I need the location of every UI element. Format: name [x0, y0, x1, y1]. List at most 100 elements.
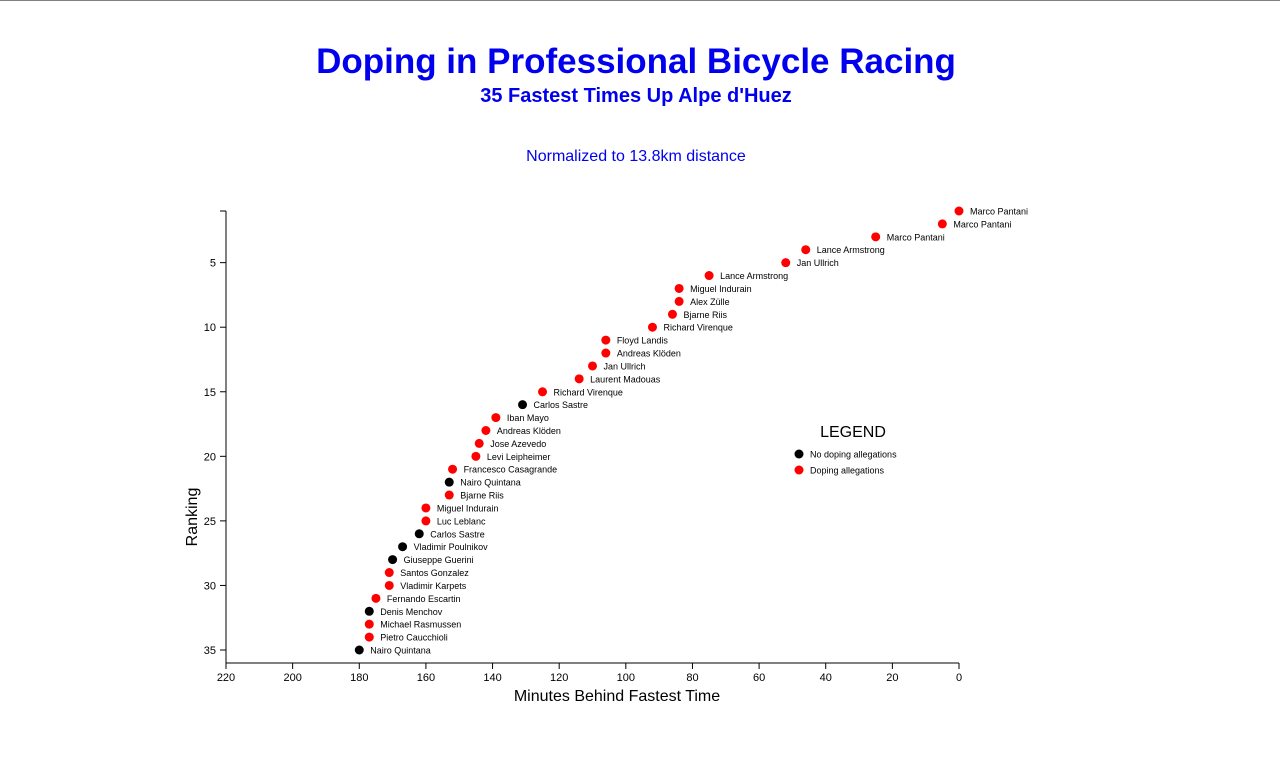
point-doping[interactable]	[371, 593, 381, 603]
x-tick-label: 140	[483, 672, 501, 684]
point-no-doping[interactable]	[354, 645, 364, 655]
legend-item-label: No doping allegations	[810, 450, 897, 460]
legend-item-label: Doping allegations	[810, 466, 885, 476]
point-label: Lance Armstrong	[817, 245, 885, 255]
point-doping[interactable]	[588, 361, 597, 371]
x-tick-label: 100	[617, 672, 635, 684]
point-label: Lance Armstrong	[720, 271, 788, 281]
point-doping[interactable]	[954, 206, 964, 216]
point-label: Miguel Indurain	[690, 284, 752, 294]
top-border	[0, 0, 1280, 1]
y-axis-label: Ranking	[184, 488, 201, 547]
point-label: Carlos Sastre	[430, 529, 485, 539]
point-label: Denis Menchov	[380, 607, 443, 617]
point-doping[interactable]	[364, 632, 374, 642]
x-tick-label: 0	[956, 672, 962, 684]
x-tick-label: 120	[550, 672, 568, 684]
point-doping[interactable]	[471, 451, 481, 461]
point-label: Marco Pantani	[887, 232, 945, 242]
x-tick-label: 180	[350, 672, 368, 684]
point-label: Miguel Indurain	[437, 503, 499, 513]
x-tick-label: 220	[217, 672, 235, 684]
point-doping[interactable]	[444, 490, 454, 500]
point-label: Richard Virenque	[554, 387, 623, 397]
legend-marker	[794, 465, 804, 475]
point-label: Levi Leipheimer	[487, 452, 551, 462]
y-tick-label: 20	[204, 451, 216, 463]
point-label: Luc Leblanc	[437, 516, 486, 526]
point-label: Giuseppe Guerini	[404, 555, 474, 565]
x-tick-label: 160	[417, 672, 435, 684]
point-doping[interactable]	[538, 387, 548, 397]
point-doping[interactable]	[421, 503, 431, 513]
x-tick-label: 20	[886, 672, 898, 684]
point-doping[interactable]	[574, 374, 584, 384]
point-doping[interactable]	[667, 309, 677, 319]
point-label: Michael Rasmussen	[380, 620, 461, 630]
x-tick-label: 40	[820, 672, 832, 684]
point-label: Vladimir Poulnikov	[414, 542, 489, 552]
y-tick-label: 35	[204, 645, 216, 657]
legend-title: LEGEND	[820, 424, 886, 441]
point-label: Marco Pantani	[970, 207, 1028, 217]
point-label: Santos Gonzalez	[400, 568, 469, 578]
point-doping[interactable]	[491, 413, 501, 423]
point-doping[interactable]	[871, 232, 881, 242]
point-label: Jose Azevedo	[490, 439, 546, 449]
point-doping[interactable]	[674, 296, 684, 306]
point-doping[interactable]	[601, 348, 611, 358]
point-doping[interactable]	[601, 335, 611, 345]
point-no-doping[interactable]	[388, 555, 398, 565]
chart-subtitle: 35 Fastest Times Up Alpe d'Huez	[480, 85, 792, 107]
point-doping[interactable]	[448, 464, 458, 474]
point-doping[interactable]	[384, 568, 394, 578]
point-doping[interactable]	[937, 219, 947, 229]
point-label: Floyd Landis	[617, 336, 669, 346]
point-label: Laurent Madouas	[590, 374, 661, 384]
point-no-doping[interactable]	[444, 477, 454, 487]
chart-note: Normalized to 13.8km distance	[526, 148, 746, 165]
y-tick-label: 25	[204, 516, 216, 528]
point-no-doping[interactable]	[364, 606, 374, 616]
point-doping[interactable]	[421, 516, 431, 526]
point-label: Vladimir Karpets	[400, 581, 467, 591]
point-label: Nairo Quintana	[460, 478, 521, 488]
legend: LEGEND No doping allegations Doping alleg…	[794, 424, 897, 476]
x-axis-label: Minutes Behind Fastest Time	[514, 688, 720, 705]
point-doping[interactable]	[647, 322, 657, 332]
point-no-doping[interactable]	[518, 400, 528, 410]
point-label: Fernando Escartin	[387, 594, 461, 604]
x-tick-label: 200	[283, 672, 301, 684]
point-label: Alex Zülle	[690, 297, 730, 307]
point-label: Iban Mayo	[507, 413, 549, 423]
y-tick-label: 5	[210, 258, 216, 270]
point-label: Andreas Klöden	[497, 426, 561, 436]
point-label: Jan Ullrich	[797, 258, 839, 268]
point-label: Jan Ullrich	[604, 361, 646, 371]
point-doping[interactable]	[481, 426, 491, 435]
point-no-doping[interactable]	[414, 529, 424, 539]
point-doping[interactable]	[781, 258, 791, 268]
point-label: Marco Pantani	[953, 219, 1011, 229]
point-no-doping[interactable]	[398, 542, 408, 552]
point-doping[interactable]	[674, 283, 684, 293]
point-doping[interactable]	[364, 619, 374, 629]
y-tick-label: 30	[204, 580, 216, 592]
y-tick-label: 15	[204, 387, 216, 399]
point-label: Richard Virenque	[663, 323, 732, 333]
point-doping[interactable]	[801, 245, 811, 255]
point-label: Carlos Sastre	[534, 400, 589, 410]
point-label: Nairo Quintana	[370, 646, 431, 656]
point-doping[interactable]	[474, 438, 484, 448]
point-label: Andreas Klöden	[617, 349, 681, 359]
x-tick-label: 60	[753, 672, 765, 684]
y-tick-label: 10	[204, 322, 216, 334]
point-label: Francesco Casagrande	[464, 465, 558, 475]
point-label: Bjarne Riis	[683, 310, 727, 320]
legend-marker	[794, 449, 804, 459]
point-doping[interactable]	[384, 580, 394, 590]
chart-title: Doping in Professional Bicycle Racing	[316, 42, 956, 81]
point-doping[interactable]	[704, 271, 714, 281]
